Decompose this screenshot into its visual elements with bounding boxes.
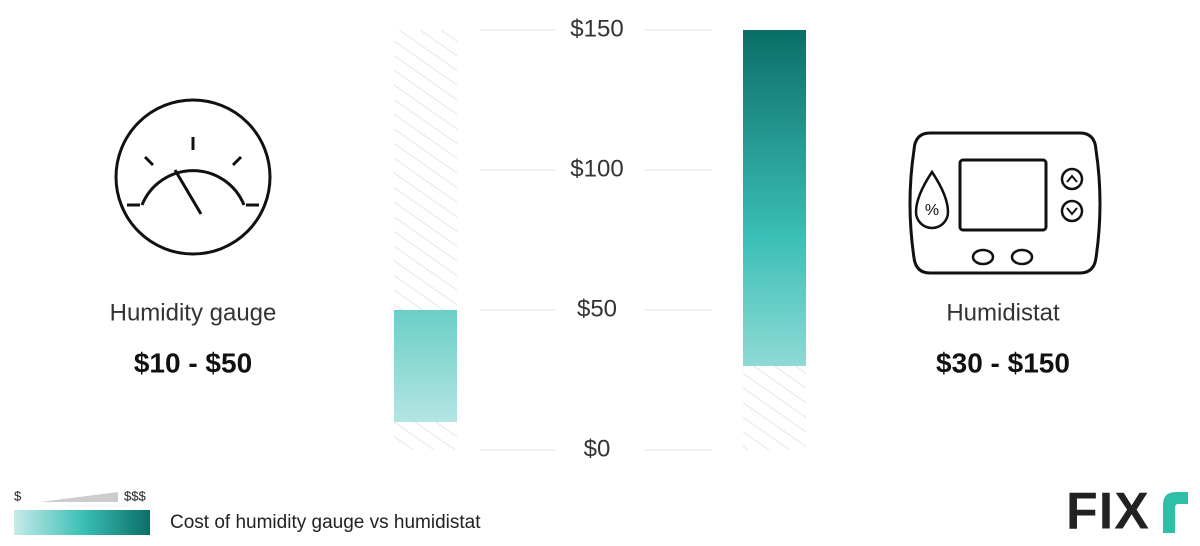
legend-high: $$$ — [124, 488, 146, 503]
svg-text:%: % — [925, 202, 939, 219]
legend-label: Cost of humidity gauge vs humidistat — [170, 512, 481, 533]
category-label: Humidistat — [946, 299, 1060, 326]
logo-r — [1163, 492, 1188, 533]
y-tick-label: $50 — [577, 295, 617, 322]
legend-swatch — [14, 510, 150, 535]
y-tick-label: $0 — [584, 435, 611, 462]
bar — [743, 30, 806, 366]
legend-low: $ — [14, 488, 22, 503]
logo: FIX — [1066, 483, 1150, 541]
legend-wedge — [40, 492, 118, 502]
y-tick-label: $100 — [570, 155, 623, 182]
bar — [394, 310, 457, 422]
humidistat-icon: % — [908, 131, 1102, 275]
range-label: $30 - $150 — [936, 347, 1070, 378]
gauge-icon — [114, 98, 272, 256]
category-label: Humidity gauge — [110, 299, 277, 326]
y-tick-label: $150 — [570, 15, 623, 42]
range-label: $10 - $50 — [134, 347, 252, 378]
